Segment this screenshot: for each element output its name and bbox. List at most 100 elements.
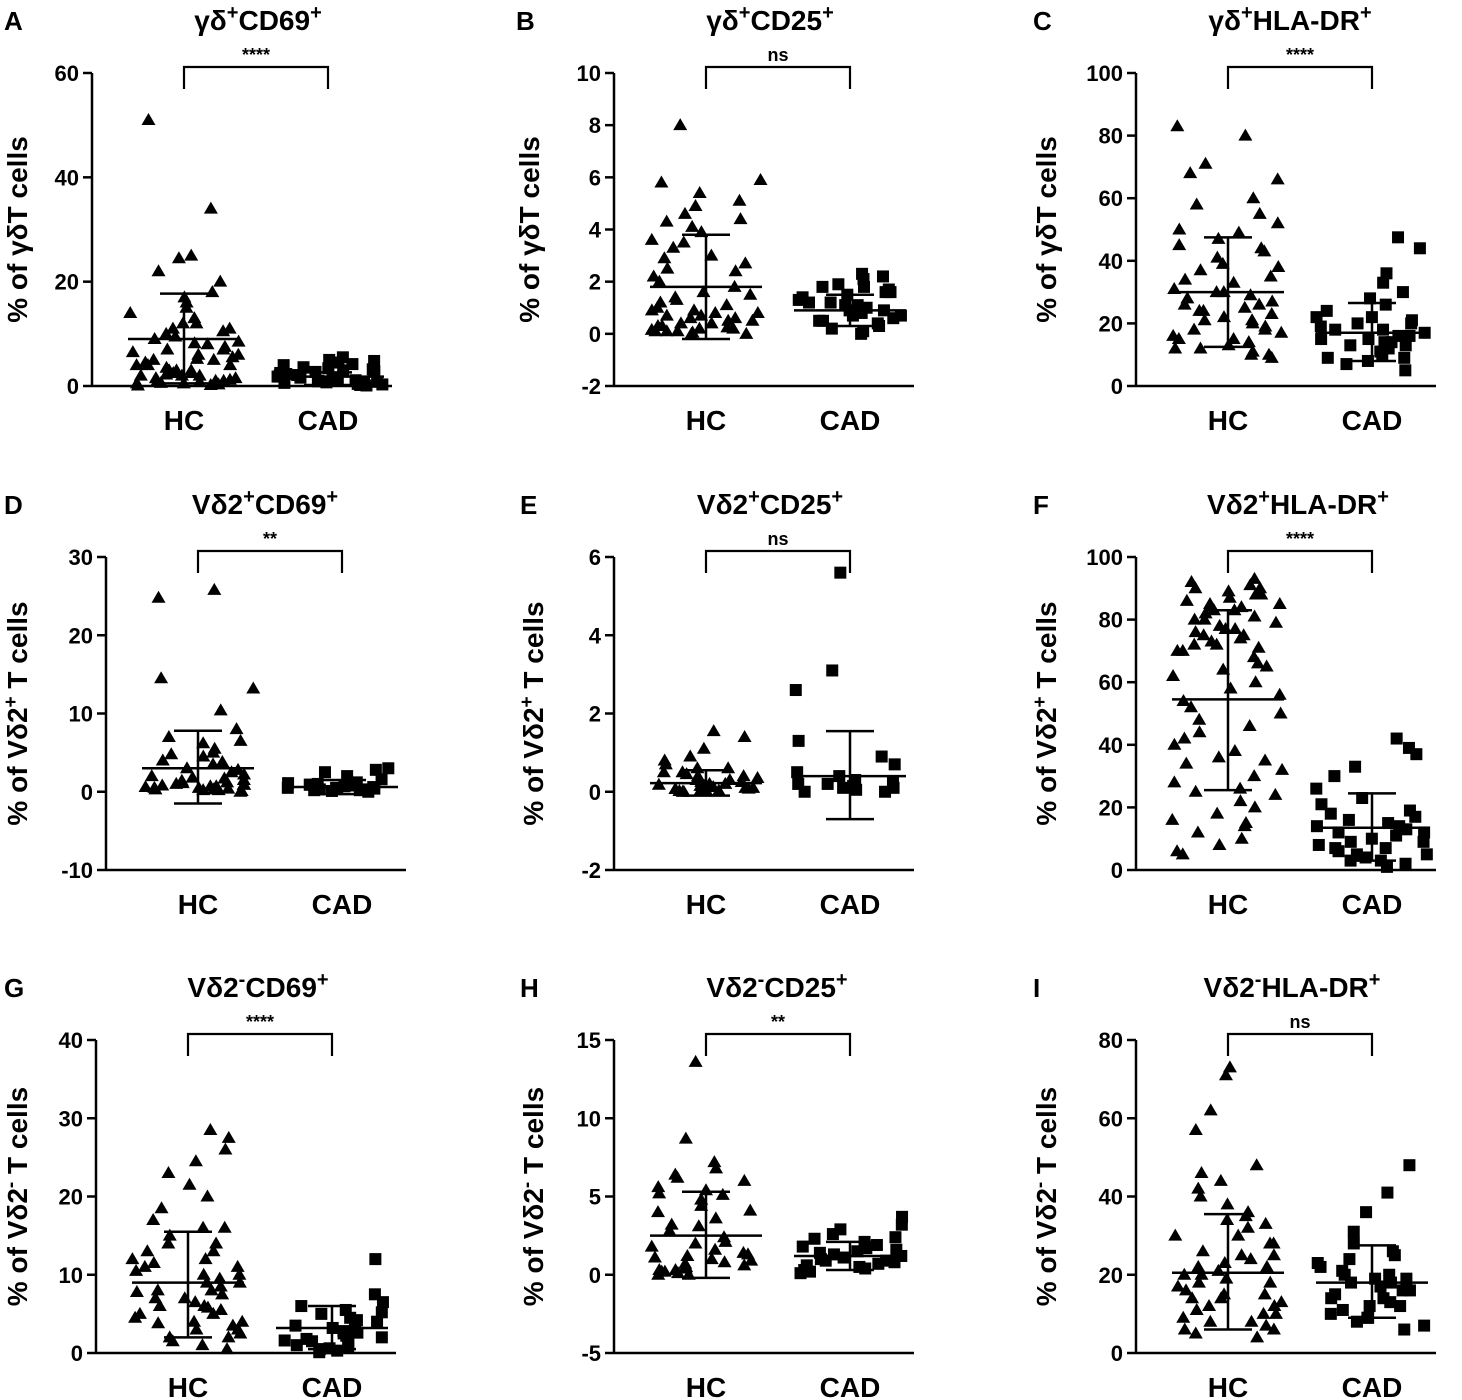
data-point-triangle	[678, 1256, 693, 1269]
data-point-triangle	[1177, 297, 1192, 310]
y-tick-label: 40	[1099, 733, 1123, 758]
data-point-square	[1320, 304, 1333, 317]
data-point-triangle	[694, 1198, 709, 1211]
data-point-triangle	[1257, 1287, 1272, 1300]
x-category-label: CAD	[820, 1372, 881, 1400]
data-point-triangle	[1193, 1189, 1208, 1202]
data-point-triangle	[151, 264, 166, 277]
data-point-triangle	[685, 219, 700, 232]
data-point-triangle	[1203, 1314, 1218, 1327]
data-point-square	[851, 299, 864, 312]
data-point-square	[873, 320, 886, 333]
data-point-triangle	[680, 1248, 695, 1261]
data-point-triangle	[233, 733, 248, 746]
data-point-triangle	[212, 1271, 227, 1284]
x-category-label: CAD	[1342, 889, 1403, 920]
data-point-triangle	[1231, 225, 1246, 238]
y-tick-label: 60	[1099, 670, 1123, 695]
data-point-square	[1349, 760, 1362, 773]
data-point-square	[1321, 351, 1334, 364]
data-point-square	[1384, 1296, 1397, 1309]
data-point-triangle	[1248, 675, 1263, 688]
panel-letter: B	[516, 6, 535, 36]
data-point-triangle	[1259, 659, 1274, 672]
y-tick-label: 60	[1099, 186, 1123, 211]
data-point-triangle	[154, 1201, 169, 1214]
y-tick-label: 10	[577, 1106, 601, 1131]
data-point-triangle	[1267, 1299, 1282, 1312]
series-cad	[1310, 231, 1431, 377]
data-point-triangle	[1198, 156, 1213, 169]
data-point-triangle	[1191, 1181, 1206, 1194]
data-point-triangle	[1241, 335, 1256, 348]
data-point-triangle	[206, 1306, 221, 1319]
data-point-triangle	[1192, 712, 1207, 725]
data-point-triangle	[694, 1192, 709, 1205]
data-point-square	[1347, 1237, 1360, 1250]
data-point-triangle	[662, 1223, 677, 1236]
data-point-triangle	[1172, 238, 1187, 251]
data-point-square	[794, 1267, 807, 1280]
data-point-triangle	[205, 285, 220, 298]
data-point-square	[371, 1315, 384, 1328]
data-point-triangle	[246, 681, 261, 694]
data-point-triangle	[129, 1263, 144, 1276]
data-point-triangle	[235, 1314, 250, 1327]
data-point-triangle	[162, 1228, 177, 1241]
data-point-triangle	[154, 671, 169, 684]
data-point-triangle	[656, 765, 671, 778]
data-point-triangle	[1194, 1166, 1209, 1179]
data-point-triangle	[1187, 322, 1202, 335]
data-point-square	[876, 270, 889, 283]
data-point-triangle	[152, 1299, 167, 1312]
data-point-square	[821, 777, 834, 790]
series-hc	[1168, 1060, 1289, 1343]
x-category-label: HC	[168, 1372, 208, 1400]
data-point-triangle	[200, 337, 215, 350]
data-point-triangle	[1193, 263, 1208, 276]
data-point-triangle	[1211, 750, 1226, 763]
y-tick-label: 2	[589, 270, 601, 295]
data-point-triangle	[171, 251, 186, 264]
data-point-triangle	[1266, 1248, 1281, 1261]
data-point-triangle	[655, 319, 670, 332]
y-tick-label: 10	[69, 702, 93, 727]
data-point-triangle	[692, 185, 707, 198]
data-point-square	[1314, 320, 1327, 333]
y-tick-label: 10	[59, 1263, 83, 1288]
data-point-triangle	[213, 274, 228, 287]
data-point-triangle	[1183, 166, 1198, 179]
data-point-triangle	[708, 305, 723, 318]
data-point-square	[382, 762, 395, 775]
data-point-triangle	[693, 782, 708, 795]
data-point-triangle	[1258, 1216, 1273, 1229]
x-category-label: CAD	[302, 1372, 363, 1400]
y-axis-title: % of Vδ2- T cells	[1030, 1087, 1062, 1306]
panel-letter: C	[1033, 6, 1052, 36]
data-point-triangle	[1266, 1322, 1281, 1335]
panel-title: Vδ2-CD25+	[706, 969, 847, 1003]
data-point-triangle	[1236, 628, 1251, 641]
y-tick-label: 80	[1099, 608, 1123, 633]
data-point-square	[816, 280, 829, 293]
y-axis-title: % of Vδ2- T cells	[1, 1087, 33, 1306]
data-point-triangle	[185, 770, 200, 783]
data-point-triangle	[1178, 272, 1193, 285]
data-point-triangle	[1254, 587, 1269, 600]
data-point-triangle	[1263, 269, 1278, 282]
data-point-triangle	[217, 771, 232, 784]
data-point-triangle	[1226, 275, 1241, 288]
data-point-triangle	[221, 781, 236, 794]
data-point-triangle	[728, 264, 743, 277]
significance-label: ns	[767, 529, 788, 549]
data-point-triangle	[745, 313, 760, 326]
y-tick-label: -5	[581, 1341, 601, 1366]
data-point-square	[1312, 838, 1325, 851]
data-point-triangle	[1244, 347, 1259, 360]
data-point-square	[1396, 286, 1409, 299]
data-point-triangle	[1210, 250, 1225, 263]
data-point-triangle	[1243, 578, 1258, 591]
data-point-square	[1311, 1257, 1324, 1270]
data-point-triangle	[196, 749, 211, 762]
